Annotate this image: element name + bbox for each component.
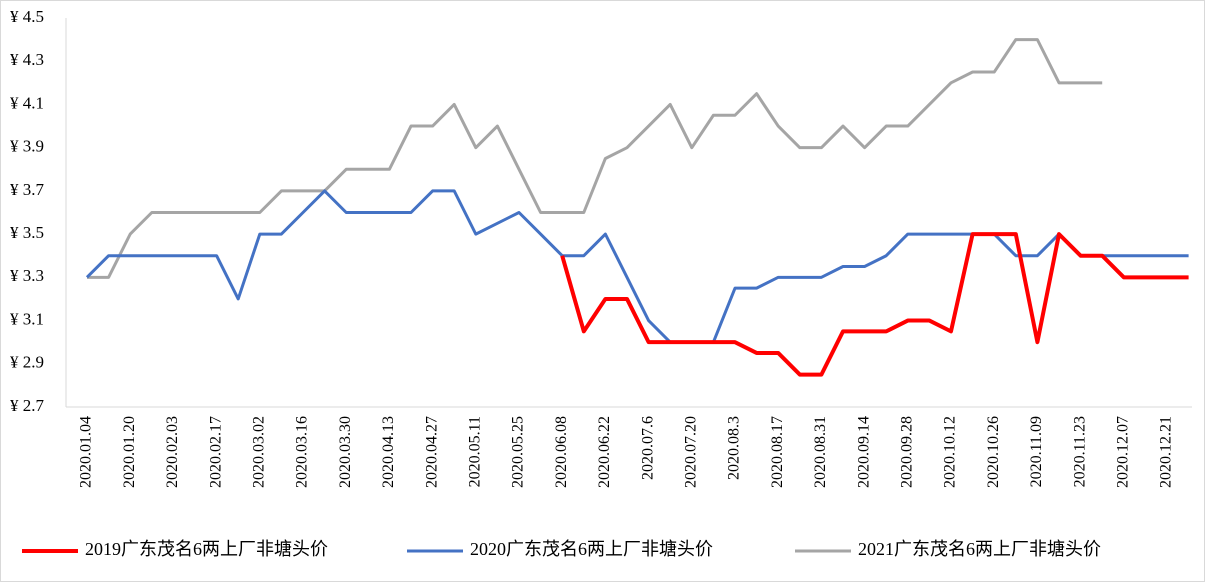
legend-label: 2021广东茂名6两上厂非塘头价 [858,539,1101,559]
x-tick-label: 2020.08.17 [769,416,786,488]
x-tick-label: 2020.07.6 [639,416,656,480]
x-tick-label: 2020.02.17 [207,416,224,488]
x-tick-label: 2020.03.16 [294,416,311,488]
x-tick-label: 2020.09.28 [898,416,915,488]
x-tick-label: 2020.04.13 [380,416,397,488]
y-tick-label: ¥ 3.3 [10,266,44,285]
x-tick-label: 2020.05.11 [466,416,483,487]
series-line [87,38,1103,279]
y-tick-label: ¥ 3.9 [10,137,44,156]
x-tick-label: 2020.12.21 [1158,416,1175,488]
y-tick-label: ¥ 2.7 [10,396,45,415]
series-line [85,189,1189,344]
x-tick-label: 2020.12.07 [1114,416,1131,488]
y-tick-label: ¥ 3.5 [10,223,44,242]
x-tick-label: 2020.03.02 [250,416,267,488]
x-tick-label: 2020.01.04 [78,416,95,488]
y-tick-label: ¥ 4.5 [10,7,44,26]
x-tick-label: 2020.06.08 [553,416,570,488]
x-tick-label: 2020.06.22 [596,416,613,488]
y-tick-label: ¥ 3.1 [10,309,44,328]
x-tick-label: 2020.03.30 [337,416,354,488]
x-tick-label: 2020.10.26 [985,416,1002,488]
x-tick-label: 2020.11.09 [1028,416,1045,487]
x-tick-label: 2020.10.12 [942,416,959,488]
x-tick-label: 2020.08.31 [812,416,829,488]
series-line [560,232,1189,377]
y-tick-label: ¥ 4.1 [10,93,44,112]
x-tick-label: 2020.04.27 [423,416,440,488]
x-tick-label: 2020.08.3 [726,416,743,480]
x-tick-label: 2020.05.25 [510,416,527,488]
legend-label: 2020广东茂名6两上厂非塘头价 [470,539,713,559]
x-tick-label: 2020.02.03 [164,416,181,488]
x-tick-label: 2020.07.20 [682,416,699,488]
y-tick-label: ¥ 2.9 [10,353,44,372]
legend-label: 2019广东茂名6两上厂非塘头价 [85,539,328,559]
x-tick-label: 2020.01.20 [121,416,138,488]
y-tick-label: ¥ 3.7 [10,180,45,199]
x-tick-label: 2020.09.14 [855,416,872,488]
x-tick-label: 2020.11.23 [1071,416,1088,487]
y-tick-label: ¥ 4.3 [10,50,44,69]
